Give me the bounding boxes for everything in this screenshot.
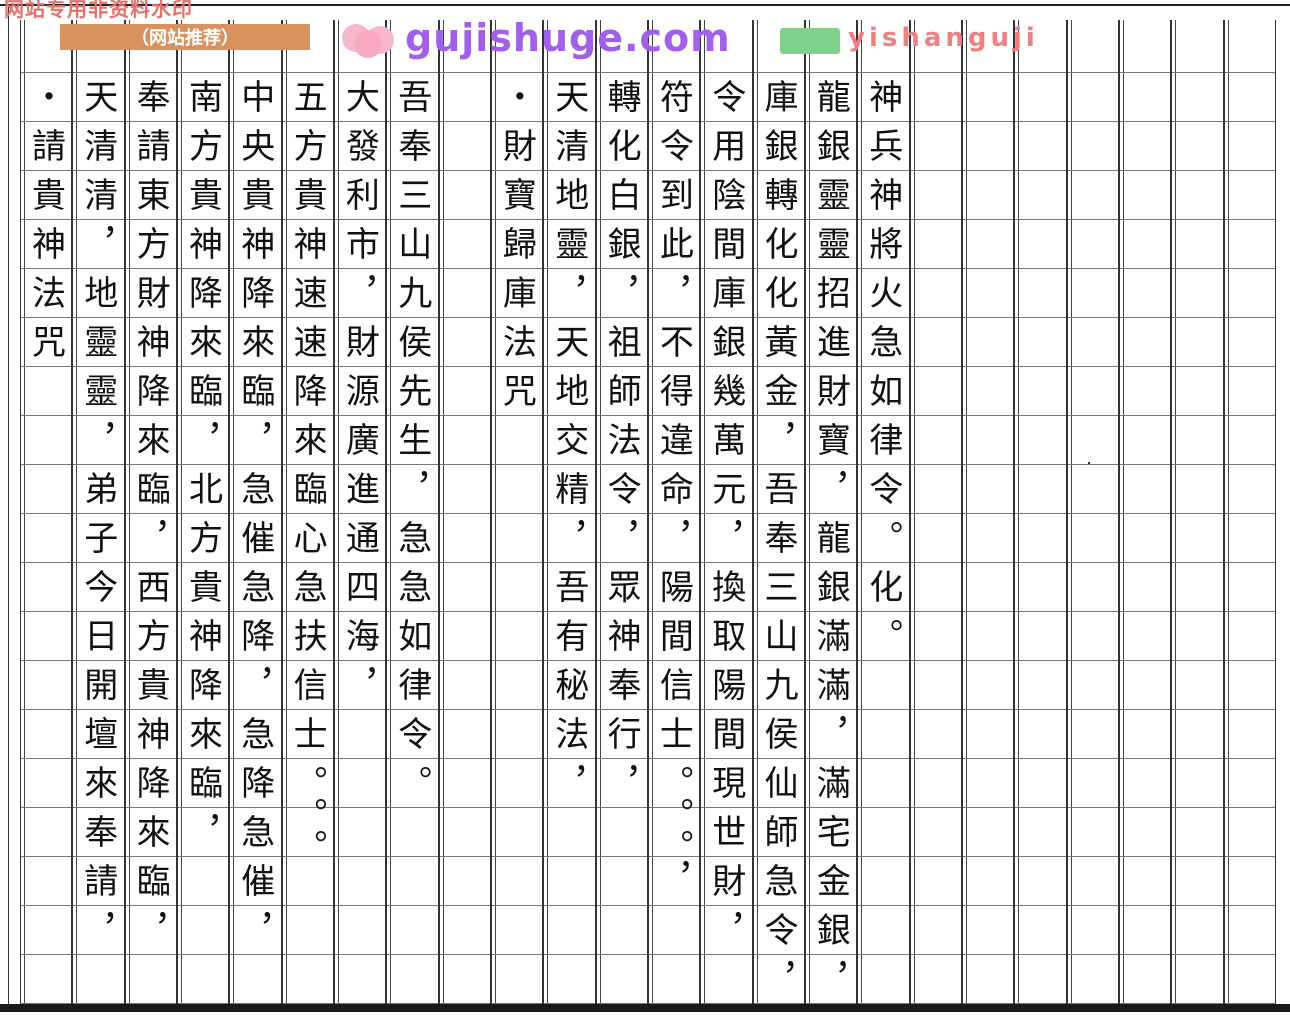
empty-column: [1171, 20, 1224, 1004]
column-text: ・請貴神法咒: [25, 79, 66, 373]
column-text: 符令到此，不得違命，陽間信士。。。，: [653, 79, 694, 910]
text-column: 吾奉三山九侯先生，急急如律令。: [386, 20, 439, 1004]
grid-cells: [1224, 72, 1275, 1004]
grid-cells: 令用陰間庫銀幾萬元，換取陽間現世財，: [701, 72, 752, 1004]
text-column: 符令到此，不得違命，陽間信士。。。，: [648, 20, 701, 1004]
column-text: [1225, 72, 1275, 1003]
bottom-edge: [0, 1004, 1290, 1012]
text-column: 奉請東方財神降來臨，西方貴神降來臨，: [124, 20, 178, 1004]
column-text: 天清清，地靈靈，弟子今日開壇來奉請，: [77, 79, 118, 961]
text-column: 庫銀轉化化黃金，吾奉三山九侯仙師急令，: [752, 20, 806, 1004]
empty-column: [438, 20, 492, 1004]
column-text: [911, 72, 961, 1003]
watermark-site-name: yishanguji: [848, 23, 1039, 53]
text-column: 神兵神將火急如律令。化。: [857, 20, 910, 1004]
text-column: 南方貴神降來臨，北方貴神降來臨，: [177, 20, 230, 1004]
writing-grid: 神兵神將火急如律令。化。 龍銀靈靈招進財寶，龍銀滿滿，滿宅金銀， 庫銀轉化化黃金，吾…: [20, 20, 1276, 1004]
grid-cells: [1067, 72, 1119, 1004]
grid-cells: 轉化白銀，祖師法令，眾神奉行，: [596, 72, 648, 1004]
empty-column: [909, 20, 963, 1004]
column-text: 庫銀轉化化黃金，吾奉三山九侯仙師急令，: [758, 79, 799, 1003]
empty-column: [962, 20, 1015, 1004]
top-rule: [0, 4, 1290, 6]
text-column: 天清清，地靈靈，弟子今日開壇來奉請，: [72, 20, 125, 1004]
column-text: 神兵神將火急如律令。化。: [862, 79, 903, 667]
empty-column: [1223, 20, 1276, 1004]
text-column: 龍銀靈靈招進財寶，龍銀滿滿，滿宅金銀，: [805, 20, 858, 1004]
column-text: 南方貴神降來臨，北方貴神降來臨，: [182, 79, 223, 863]
text-column: ・財寶歸庫法咒: [491, 20, 544, 1004]
grid-cells: 中央貴神降來臨，急催急降，急降急催，: [230, 72, 281, 1004]
grid-cells: 龍銀靈靈招進財寶，龍銀滿滿，滿宅金銀，: [806, 72, 857, 1004]
grid-cells: 神兵神將火急如律令。化。: [858, 72, 909, 1004]
text-column: 大發利市，財源廣進通四海，: [334, 20, 387, 1004]
chat-logo-icon: [780, 28, 840, 54]
grid-cells: 吾奉三山九侯先生，急急如律令。: [387, 72, 438, 1004]
column-text: [1172, 72, 1222, 1003]
column-text: 天清地靈，天地交精，吾有秘法，: [548, 79, 589, 814]
heart-logo-icon: [340, 24, 402, 60]
ink-speck: [1088, 462, 1090, 464]
grid-cells: 庫銀轉化化黃金，吾奉三山九侯仙師急令，: [753, 72, 805, 1004]
grid-cells: [1172, 72, 1223, 1004]
grid-cells: [439, 72, 491, 1004]
column-text: [1068, 72, 1118, 1003]
grid-cells: 南方貴神降來臨，北方貴神降來臨，: [178, 72, 229, 1004]
watermark-recommend-badge: （网站推荐）: [60, 24, 310, 50]
text-column: ・請貴神法咒: [20, 20, 73, 1004]
grid-cells: [910, 72, 962, 1004]
column-text: 龍銀靈靈招進財寶，龍銀滿滿，滿宅金銀，: [810, 79, 851, 1003]
grid-cells: ・請貴神法咒: [21, 72, 72, 1004]
text-column: 五方貴神速速降來臨心急扶信士。。。: [281, 20, 335, 1004]
text-column: 令用陰間庫銀幾萬元，換取陽間現世財，: [700, 20, 753, 1004]
left-margin-rule: [8, 4, 9, 1004]
column-text: 中央貴神降來臨，急催急降，急降急催，: [234, 79, 275, 961]
empty-column: [1066, 20, 1120, 1004]
column-text: 奉請東方財神降來臨，西方貴神降來臨，: [130, 79, 171, 961]
text-column: 轉化白銀，祖師法令，眾神奉行，: [595, 20, 649, 1004]
grid-cells: 奉請東方財神降來臨，西方貴神降來臨，: [125, 72, 177, 1004]
grid-cells: 天清地靈，天地交精，吾有秘法，: [544, 72, 595, 1004]
watermark-notice: 网站专用非资料水印: [4, 0, 193, 21]
text-column: 中央貴神降來臨，急催急降，急降急催，: [229, 20, 282, 1004]
grid-cells: 大發利市，財源廣進通四海，: [335, 72, 386, 1004]
grid-cells: 五方貴神速速降來臨心急扶信士。。。: [282, 72, 334, 1004]
empty-column: [1014, 20, 1067, 1004]
column-text: 吾奉三山九侯先生，急急如律令。: [391, 79, 432, 814]
text-column: 天清地靈，天地交精，吾有秘法，: [543, 20, 596, 1004]
column-text: [440, 72, 490, 1003]
column-text: ・財寶歸庫法咒: [496, 79, 537, 422]
column-text: 令用陰間庫銀幾萬元，換取陽間現世財，: [705, 79, 746, 961]
column-text: [1015, 72, 1065, 1003]
column-text: 大發利市，財源廣進通四海，: [339, 79, 380, 716]
column-text: 五方貴神速速降來臨心急扶信士。。。: [287, 79, 328, 878]
column-text: [1120, 72, 1170, 1003]
grid-cells: 符令到此，不得違命，陽間信士。。。，: [649, 72, 700, 1004]
grid-cells: 天清清，地靈靈，弟子今日開壇來奉請，: [73, 72, 124, 1004]
column-text: 轉化白銀，祖師法令，眾神奉行，: [601, 79, 642, 814]
grid-cells: ・財寶歸庫法咒: [492, 72, 543, 1004]
grid-cells: [1120, 72, 1171, 1004]
grid-cells: [963, 72, 1014, 1004]
watermark-site-url: gujishuge.com: [405, 16, 731, 60]
grid-cells: [1015, 72, 1066, 1004]
column-text: [963, 72, 1013, 1003]
empty-column: [1119, 20, 1172, 1004]
